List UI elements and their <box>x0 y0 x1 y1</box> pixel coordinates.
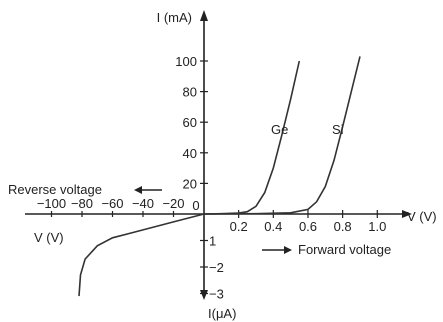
x-tick-label: 0.4 <box>264 219 282 234</box>
y-tick-label: 20 <box>183 176 197 191</box>
series-line-ge <box>203 60 301 215</box>
y-tick-label: 100 <box>175 54 197 69</box>
reverse-arrowhead-icon <box>134 186 142 194</box>
current-axis-arrowhead <box>200 10 208 21</box>
reverse-voltage-note: Reverse voltage <box>8 182 102 197</box>
forward-arrowhead-icon <box>284 246 292 254</box>
x-tick-label: −20 <box>162 196 184 211</box>
x-tick-label: 0.2 <box>230 219 248 234</box>
x-tick-label: −60 <box>101 196 123 211</box>
y-tick-label: 80 <box>183 85 197 100</box>
y-axis-negative-title: I(μA) <box>208 306 236 321</box>
y-tick-label: −2 <box>209 260 224 275</box>
x-tick-label: −80 <box>71 196 93 211</box>
current-axis-down-arrowhead <box>200 290 208 300</box>
x-tick-label: 0.6 <box>299 219 317 234</box>
x-axis-left-title: V (V) <box>34 230 64 245</box>
voltage-axis-arrowhead <box>402 210 412 218</box>
series-line-si <box>203 56 361 215</box>
x-axis-right-title: V (V) <box>407 209 437 224</box>
series-label-ge: Ge <box>271 122 288 137</box>
y-tick-label: −3 <box>209 287 224 302</box>
series-label-si: Si <box>332 122 344 137</box>
x-tick-label: −40 <box>132 196 154 211</box>
y-tick-label: 40 <box>183 146 197 161</box>
origin-label: 0 <box>192 198 199 213</box>
tick-group: 0.2 0.4 0.6 0.8 1.0−100 −80 −60 −40 −20204060801… <box>37 54 386 302</box>
y-tick-label: 1 <box>209 234 216 249</box>
x-tick-label: 1.0 <box>368 219 386 234</box>
y-axis-title: I (mA) <box>157 10 192 25</box>
reverse-characteristic-line <box>78 213 205 297</box>
forward-voltage-note: Forward voltage <box>298 242 391 257</box>
y-tick-label: 60 <box>183 115 197 130</box>
x-tick-label: 0.8 <box>334 219 352 234</box>
curve-group <box>78 56 361 297</box>
x-tick-label: −100 <box>37 196 66 211</box>
